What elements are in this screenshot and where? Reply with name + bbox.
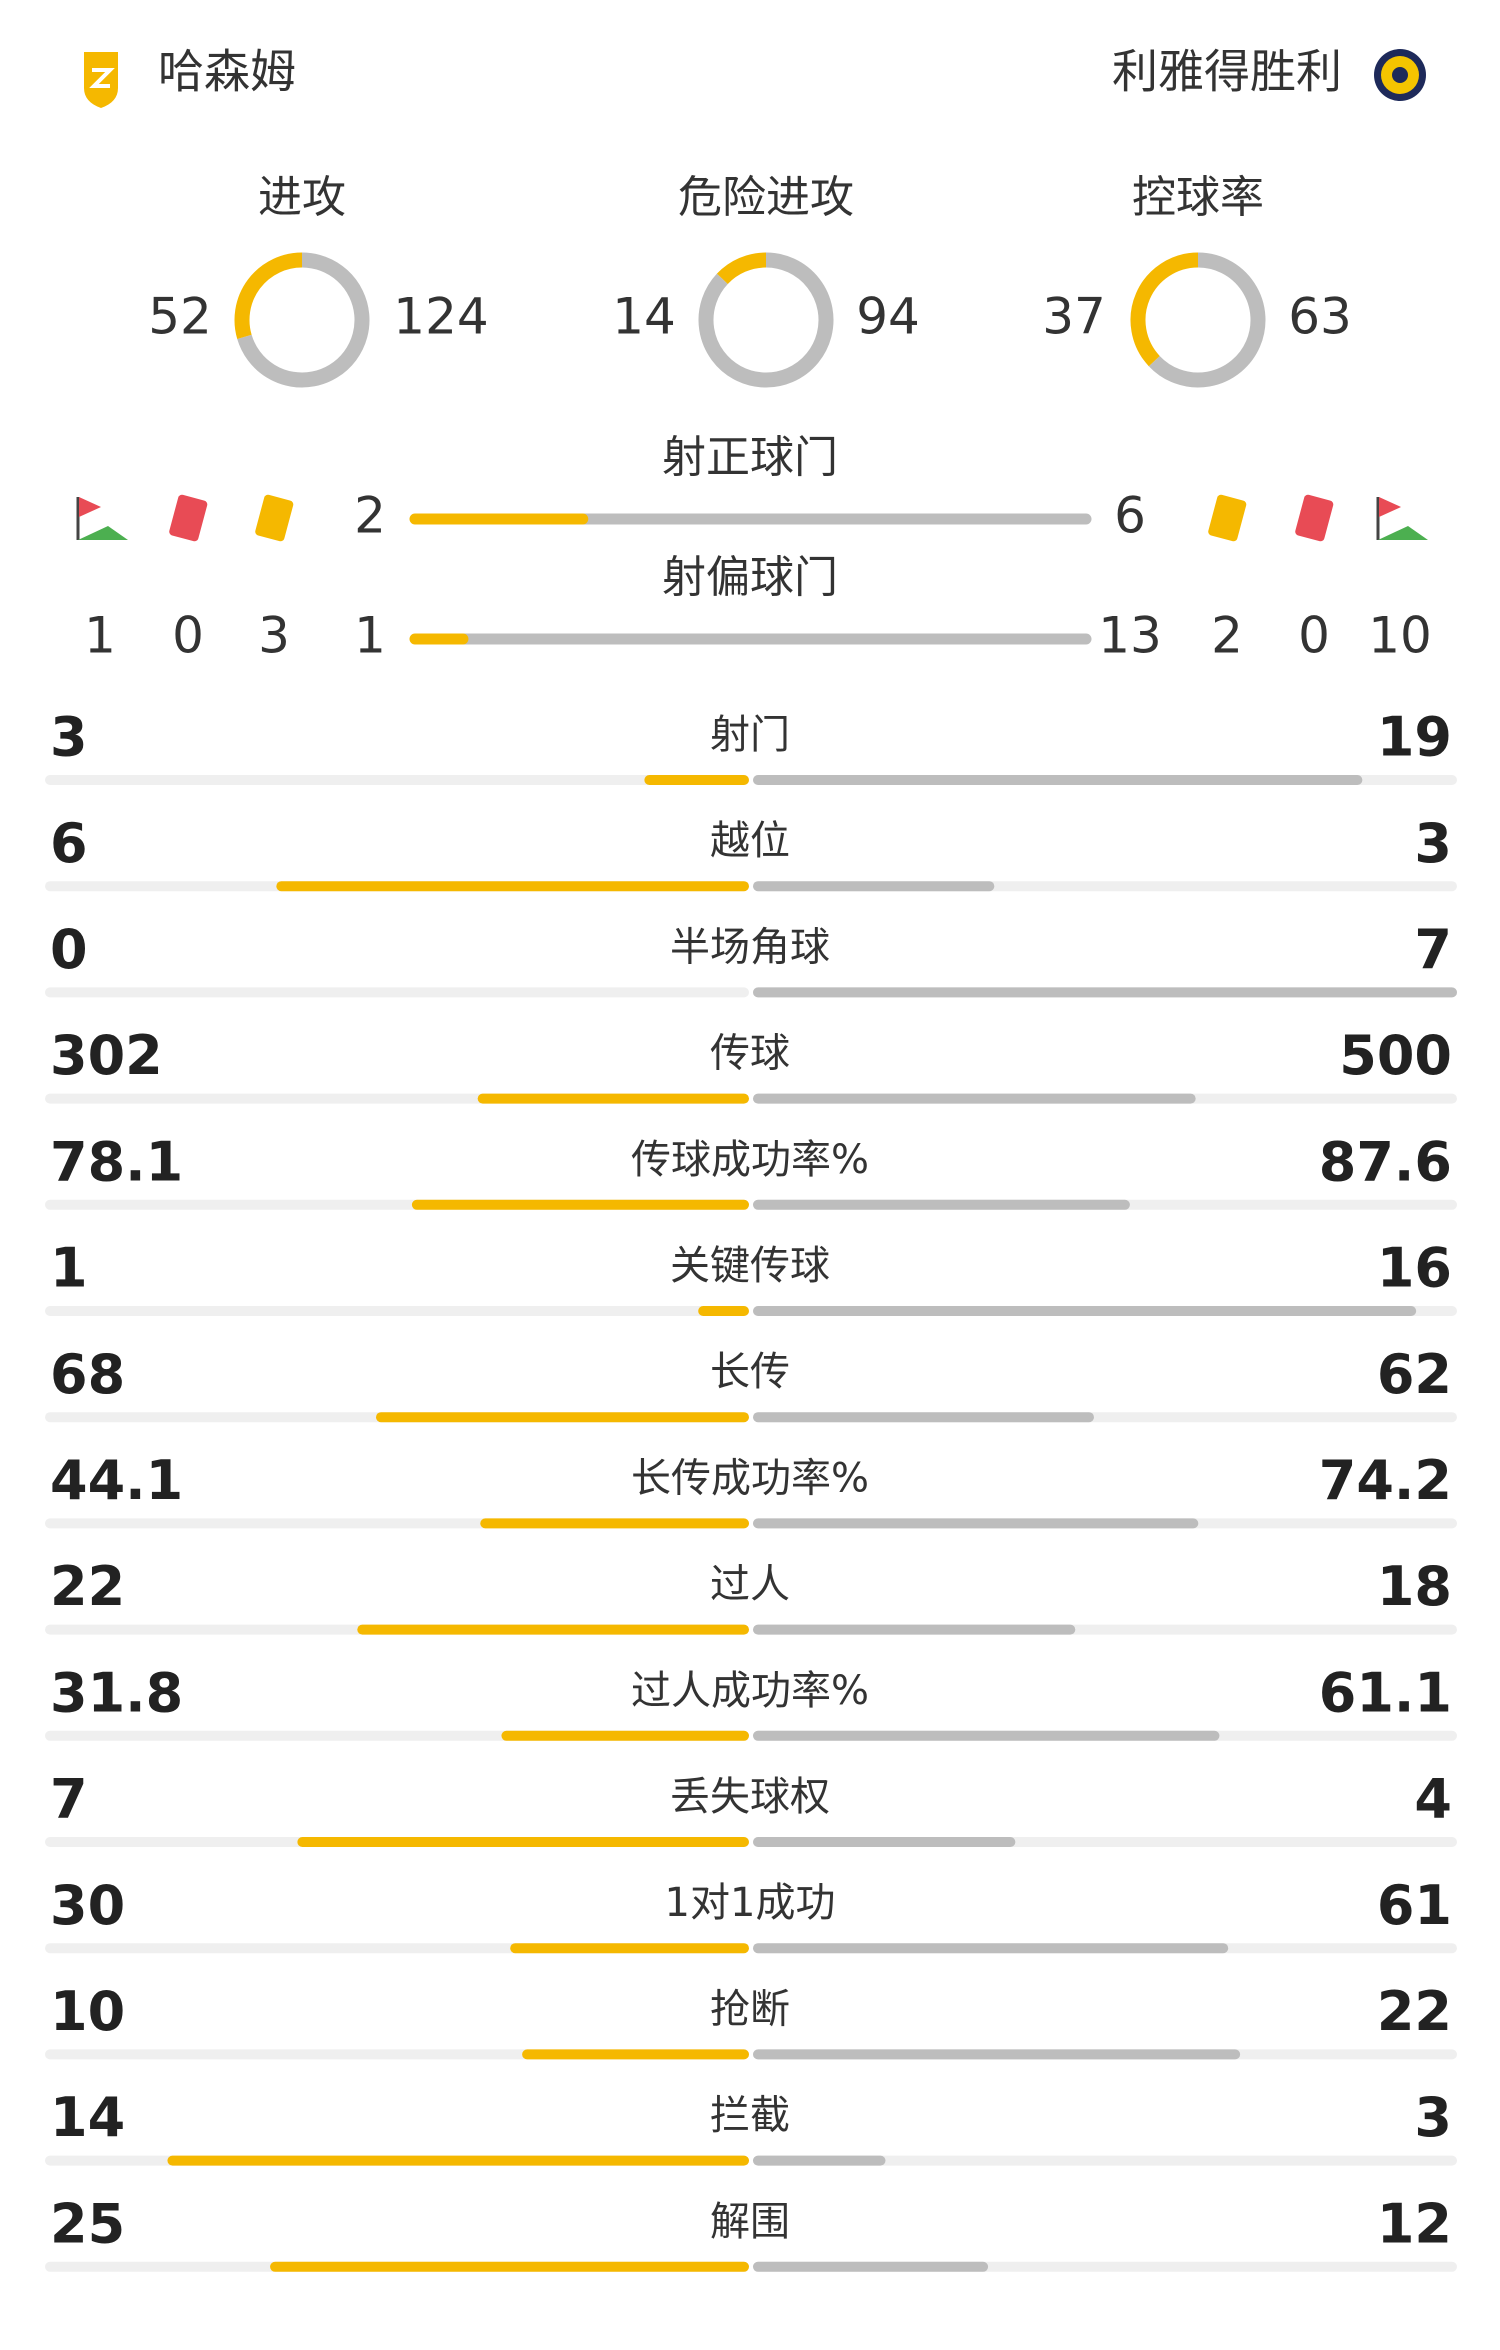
stat-label: 拦截 (710, 2093, 790, 2139)
away-value: 3 (1414, 812, 1452, 875)
donut-label: 控球率 (1132, 172, 1264, 223)
red-card-icon (169, 494, 208, 542)
home-value: 3 (50, 706, 88, 769)
stat-label: 长传成功率% (631, 1455, 869, 1501)
home-value: 78.1 (50, 1130, 183, 1193)
card-count: 10 (1368, 607, 1432, 665)
home-value: 14 (612, 288, 676, 346)
home-arc (234, 252, 303, 340)
stat-label: 解围 (710, 2199, 790, 2245)
shot-label: 射正球门 (662, 432, 838, 483)
home-value: 14 (50, 2086, 125, 2149)
donut-label: 进攻 (258, 172, 346, 223)
away-value: 62 (1377, 1343, 1452, 1406)
card-count: 1 (84, 607, 116, 665)
home-value: 6 (50, 812, 88, 875)
away-value: 124 (393, 288, 488, 346)
card-count: 0 (1298, 607, 1330, 665)
stat-label: 抢断 (710, 1986, 790, 2032)
corner-icon (1378, 526, 1428, 540)
away-value: 13 (1098, 607, 1162, 665)
card-count: 3 (258, 607, 290, 665)
away-value: 74.2 (1319, 1449, 1452, 1512)
home-value: 52 (148, 288, 212, 346)
stat-label: 1对1成功 (665, 1880, 836, 1926)
home-value: 25 (50, 2192, 125, 2255)
stat-label: 越位 (710, 818, 790, 864)
home-value: 22 (50, 1555, 125, 1618)
stat-label: 传球成功率% (631, 1137, 869, 1183)
away-value: 4 (1414, 1768, 1452, 1831)
home-arc (716, 252, 767, 285)
away-value: 18 (1377, 1555, 1452, 1618)
yellow-card-icon (1208, 494, 1247, 542)
home-value: 1 (354, 607, 386, 665)
away-value: 63 (1288, 288, 1352, 346)
stat-label: 过人成功率% (631, 1668, 869, 1714)
stat-label: 过人 (710, 1562, 790, 1608)
home-value: 0 (50, 918, 88, 981)
stat-label: 关键传球 (670, 1243, 830, 1289)
away-value: 22 (1377, 1980, 1452, 2043)
away-arc (1148, 252, 1266, 388)
away-logo (1374, 49, 1426, 101)
home-value: 2 (354, 487, 386, 545)
home-value: 44.1 (50, 1449, 183, 1512)
home-team: 哈森姆 (158, 45, 296, 99)
away-value: 16 (1377, 1237, 1452, 1300)
stat-label: 丢失球权 (670, 1774, 830, 1820)
away-value: 87.6 (1319, 1130, 1452, 1193)
away-arc (237, 252, 370, 388)
stat-label: 传球 (710, 1031, 790, 1077)
away-value: 7 (1414, 918, 1452, 981)
home-value: 7 (50, 1768, 88, 1831)
away-value: 61.1 (1319, 1661, 1452, 1724)
yellow-card-icon (255, 494, 294, 542)
home-value: 1 (50, 1237, 88, 1300)
away-value: 61 (1377, 1874, 1452, 1937)
corner-icon (79, 497, 101, 517)
donut-label: 危险进攻 (678, 172, 854, 223)
home-value: 302 (50, 1024, 163, 1087)
home-value: 68 (50, 1343, 125, 1406)
card-count: 2 (1211, 607, 1243, 665)
home-value: 30 (50, 1874, 125, 1937)
away-value: 94 (856, 288, 920, 346)
home-logo (84, 52, 118, 108)
stat-label: 半场角球 (670, 924, 830, 970)
red-card-icon (1295, 494, 1334, 542)
corner-icon (78, 526, 128, 540)
away-value: 3 (1414, 2086, 1452, 2149)
away-value: 6 (1114, 487, 1146, 545)
stat-label: 射门 (710, 712, 790, 758)
home-arc (1130, 252, 1199, 367)
away-arc (698, 252, 834, 388)
away-value: 12 (1377, 2192, 1452, 2255)
stat-label: 长传 (710, 1349, 790, 1395)
away-value: 19 (1377, 706, 1452, 769)
home-value: 37 (1042, 288, 1106, 346)
away-team: 利雅得胜利 (1112, 45, 1342, 99)
home-value: 10 (50, 1980, 125, 2043)
home-value: 31.8 (50, 1661, 183, 1724)
card-count: 0 (172, 607, 204, 665)
corner-icon (1379, 497, 1401, 517)
shot-label: 射偏球门 (662, 552, 838, 603)
away-value: 500 (1339, 1024, 1452, 1087)
